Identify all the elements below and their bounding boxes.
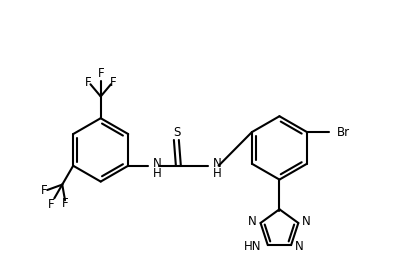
Text: N: N (295, 240, 304, 253)
Text: F: F (85, 76, 92, 89)
Text: S: S (173, 126, 180, 138)
Text: HN: HN (244, 240, 262, 253)
Text: F: F (41, 185, 48, 197)
Text: N: N (153, 157, 162, 170)
Text: N: N (302, 215, 311, 229)
Text: F: F (110, 76, 116, 89)
Text: Br: Br (337, 126, 350, 138)
Text: F: F (97, 67, 104, 80)
Text: H: H (213, 167, 221, 180)
Text: N: N (213, 157, 221, 170)
Text: F: F (48, 198, 54, 211)
Text: F: F (62, 197, 69, 210)
Text: H: H (153, 167, 162, 180)
Text: N: N (248, 215, 257, 229)
